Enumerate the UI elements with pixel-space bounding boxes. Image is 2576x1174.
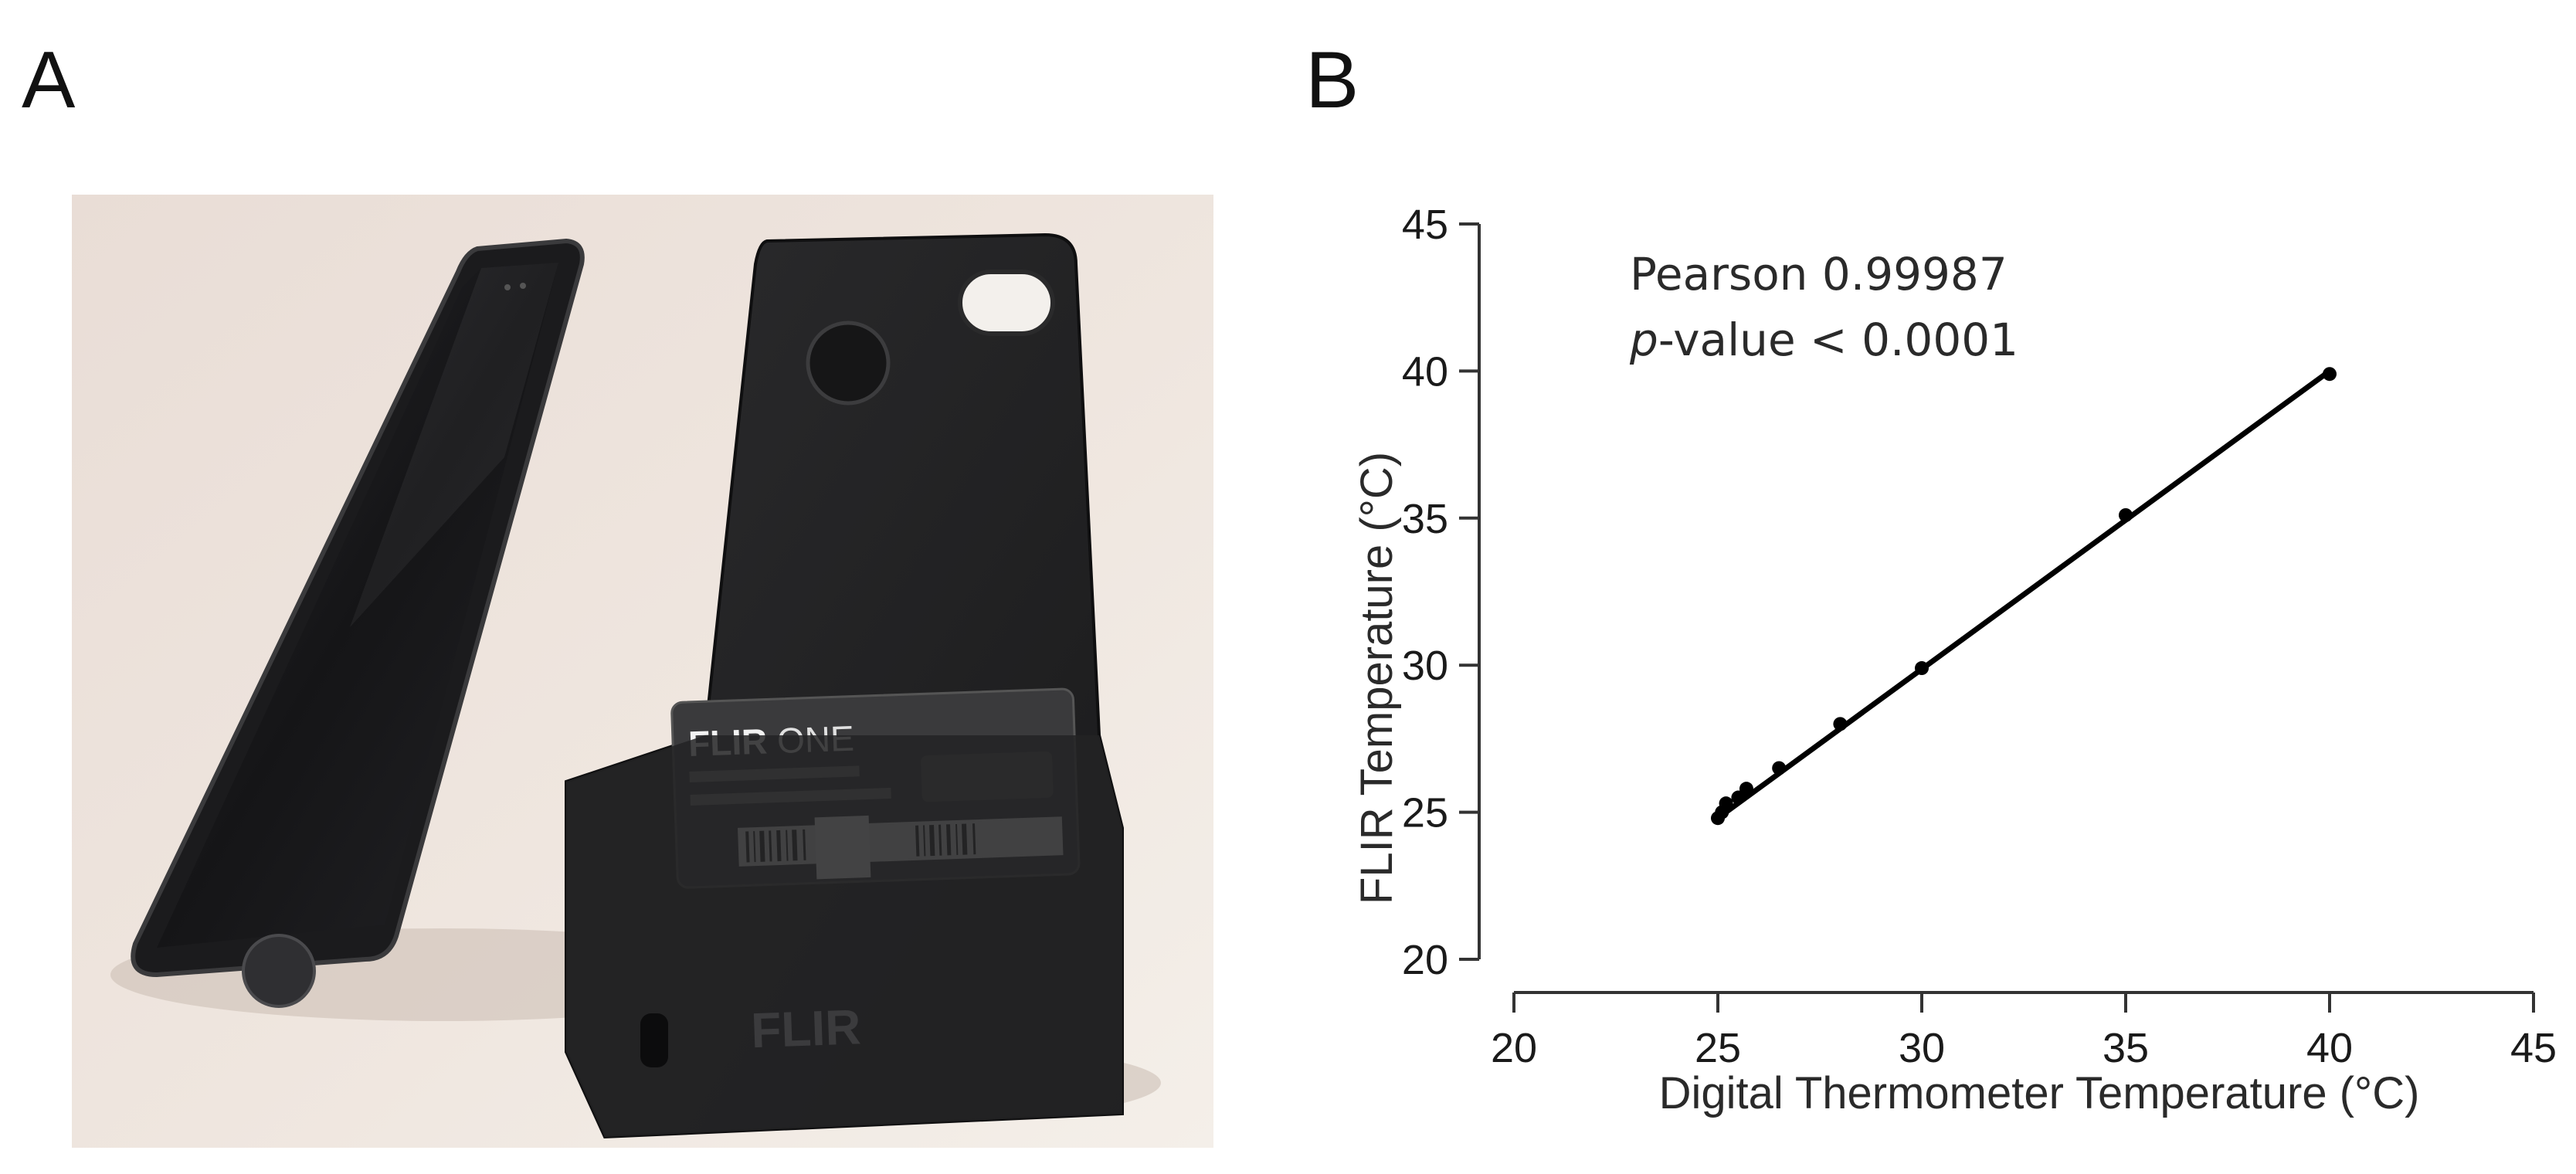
regression-line [1716, 368, 2332, 821]
data-points [1711, 367, 2337, 826]
data-point [1772, 761, 1787, 775]
x-tick-label: 40 [2306, 1025, 2353, 1071]
y-axis-label: FLIR Temperature (°C) [1352, 452, 1402, 904]
x-axis-label: Digital Thermometer Temperature (°C) [1659, 1068, 2420, 1118]
data-point [1739, 782, 1753, 796]
data-point [1833, 717, 1848, 731]
annotation-pearson: Pearson 0.99987 [1630, 248, 2008, 300]
y-tick-label: 40 [1402, 348, 1448, 395]
x-tick-label: 35 [2103, 1025, 2149, 1071]
annotation-pvalue-p: p [1629, 314, 1658, 366]
case-bottom-logo: FLIR [750, 999, 862, 1058]
x-tick-label: 45 [2510, 1025, 2557, 1071]
x-tick-label: 25 [1695, 1025, 1741, 1071]
y-tick-label: 35 [1402, 496, 1448, 542]
y-tick-label: 45 [1402, 202, 1448, 248]
annotation-pvalue-rest: -value < 0.0001 [1658, 314, 2018, 366]
annotation-pvalue: p-value < 0.0001 [1629, 314, 2018, 366]
panel-letter-a: A [22, 36, 76, 125]
y-tick-label: 30 [1402, 643, 1448, 689]
photo-phone-and-flir-case: FLIR ONE [72, 195, 1213, 1148]
phone-image [131, 238, 585, 1008]
scatter-chart: 20 25 30 35 40 45 20 25 30 35 40 45 Pearson 0.99987… [1305, 178, 2576, 1174]
data-point [1915, 661, 1929, 676]
flir-one-case-image: FLIR ONE [565, 232, 1124, 1139]
chart-ticks: 20 25 30 35 40 45 20 25 30 35 40 45 [1402, 202, 2557, 1071]
data-point [1719, 796, 1733, 811]
x-tick-label: 20 [1491, 1025, 1537, 1071]
data-point [1731, 790, 1746, 805]
data-point [2119, 507, 2133, 522]
chart-axes [1478, 224, 2534, 994]
panel-letter-b: B [1305, 36, 1359, 125]
x-tick-label: 30 [1899, 1025, 1945, 1071]
data-point [2323, 367, 2337, 382]
y-tick-label: 20 [1402, 937, 1448, 983]
y-tick-label: 25 [1402, 790, 1448, 836]
